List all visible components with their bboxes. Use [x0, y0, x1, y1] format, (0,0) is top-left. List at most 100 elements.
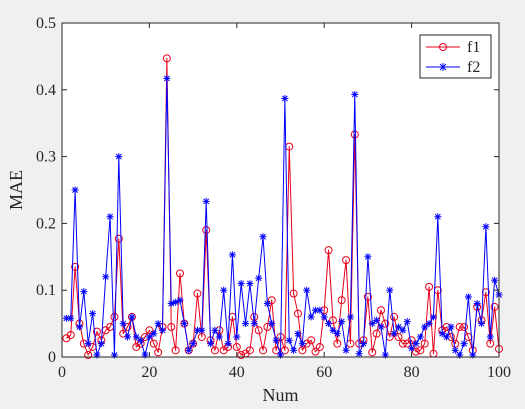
data-point-f2 [399, 326, 407, 334]
data-point-f1 [398, 339, 407, 348]
legend-marker-f1 [439, 43, 447, 51]
legend-marker-f2 [439, 63, 447, 71]
data-point-f1 [333, 339, 342, 348]
series-layer [62, 54, 503, 359]
data-point-f1 [350, 130, 359, 139]
data-point-f2 [390, 330, 398, 338]
data-point-f2 [185, 346, 193, 354]
data-point-f2 [198, 326, 206, 334]
data-point-f2 [250, 320, 258, 328]
x-tick-label: 0 [58, 364, 66, 381]
data-point-f2 [124, 333, 132, 341]
data-point-f2 [486, 333, 494, 341]
legend-label-f2: f2 [467, 59, 480, 76]
data-point-f1 [162, 54, 171, 63]
data-point-f2 [84, 340, 92, 348]
data-point-f2 [211, 326, 219, 334]
data-point-f1 [377, 306, 386, 315]
data-point-f2 [298, 340, 306, 348]
data-point-f1 [92, 327, 101, 336]
data-point-f2 [333, 330, 341, 338]
data-point-f2 [159, 326, 167, 334]
data-point-f2 [355, 350, 363, 358]
data-point-f2 [364, 253, 372, 261]
data-point-f1 [280, 346, 289, 355]
data-point-f1 [110, 312, 119, 321]
data-point-f2 [373, 316, 381, 324]
data-point-f1 [490, 302, 499, 311]
data-point-f2 [202, 197, 210, 205]
y-tick-label: 0.4 [36, 82, 56, 99]
data-point-f2 [329, 326, 337, 334]
data-point-f1 [425, 282, 434, 291]
plot-frame [61, 22, 500, 358]
data-point-f2 [285, 336, 293, 344]
data-point-f2 [429, 313, 437, 321]
data-point-f1 [328, 316, 337, 325]
data-point-f1 [411, 347, 420, 356]
data-point-f1 [293, 309, 302, 318]
data-point-f1 [289, 289, 298, 298]
data-point-f2 [491, 276, 499, 284]
data-point-f1 [232, 342, 241, 351]
data-point-f2 [421, 323, 429, 331]
data-point-f2 [386, 286, 394, 294]
data-point-f2 [478, 320, 486, 328]
data-point-f2 [106, 213, 114, 221]
data-point-f2 [263, 300, 271, 308]
x-tick-label: 40 [229, 364, 245, 381]
data-point-f2 [272, 336, 280, 344]
data-point-f2 [163, 74, 171, 82]
data-point-f1 [149, 339, 158, 348]
data-point-f2 [360, 340, 368, 348]
data-point-f2 [154, 320, 162, 328]
data-point-f2 [460, 340, 468, 348]
legend: f1 f2 [419, 34, 492, 79]
data-point-f2 [425, 320, 433, 328]
data-point-f1 [420, 339, 429, 348]
data-point-f2 [290, 346, 298, 354]
data-point-f2 [307, 313, 315, 321]
x-tick-label: 100 [487, 364, 511, 381]
data-point-f1 [311, 347, 320, 356]
data-point-f1 [416, 346, 425, 355]
data-point-f1 [315, 342, 324, 351]
data-point-f2 [128, 313, 136, 321]
data-point-f2 [224, 340, 232, 348]
data-point-f2 [377, 323, 385, 331]
data-point-f2 [220, 286, 228, 294]
data-point-f2 [434, 213, 442, 221]
data-point-f1 [368, 348, 377, 357]
x-tick-label: 20 [141, 364, 157, 381]
data-point-f2 [259, 233, 267, 241]
data-point-f2 [394, 323, 402, 331]
data-point-f2 [320, 313, 328, 321]
data-point-f2 [451, 346, 459, 354]
data-point-f2 [246, 280, 254, 288]
data-point-f1 [154, 348, 163, 357]
data-point-f2 [268, 320, 276, 328]
data-point-f2 [75, 323, 83, 331]
data-point-f1 [193, 289, 202, 298]
x-tick-label: 80 [404, 364, 420, 381]
data-point-f2 [145, 333, 153, 341]
legend-box [419, 34, 492, 79]
data-point-f2 [447, 323, 455, 331]
data-point-f2 [80, 288, 88, 296]
plot-area [62, 23, 499, 357]
data-point-f2 [119, 320, 127, 328]
y-tick-label: 0.5 [36, 15, 56, 32]
data-point-f1 [455, 322, 464, 331]
data-point-f2 [67, 314, 75, 322]
x-tick-label: 60 [316, 364, 332, 381]
y-tick-label: 0 [48, 349, 56, 366]
data-point-f2 [346, 313, 354, 321]
data-point-f1 [407, 336, 416, 345]
data-point-f2 [207, 340, 215, 348]
data-point-f1 [175, 269, 184, 278]
data-point-f2 [97, 340, 105, 348]
data-point-f1 [481, 288, 490, 297]
legend-label-f1: f1 [467, 39, 480, 56]
y-axis-label: MAE [6, 170, 26, 210]
